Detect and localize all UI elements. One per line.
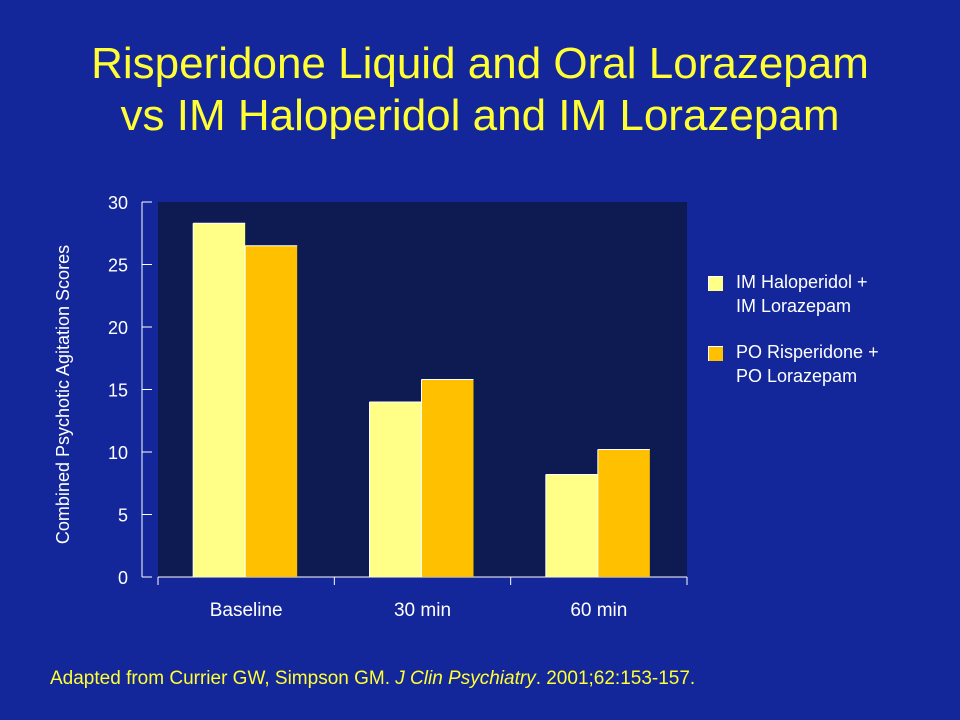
y-axis-label: Combined Psychotic Agitation Scores (53, 245, 73, 544)
y-tick-label: 10 (108, 443, 128, 463)
bar-risperidone (245, 245, 298, 577)
bar-haloperidol (193, 223, 246, 577)
y-tick-label: 0 (118, 568, 128, 588)
bar-haloperidol (545, 474, 598, 577)
title-line-1: Risperidone Liquid and Oral Lorazepam (91, 39, 869, 88)
legend-swatch-risperidone (708, 346, 723, 361)
slide-title: Risperidone Liquid and Oral Lorazepam vs… (0, 38, 960, 142)
y-tick-label: 30 (108, 193, 128, 213)
bar-haloperidol (369, 402, 422, 577)
legend-item-haloperidol: IM Haloperidol + IM Lorazepam (708, 270, 879, 318)
title-line-2: vs IM Haloperidol and IM Lorazepam (120, 91, 840, 140)
bar-risperidone (597, 449, 650, 577)
citation-details: . 2001;62:153-157. (535, 668, 696, 689)
x-category-label: Baseline (210, 600, 283, 621)
citation-authors: Adapted from Currier GW, Simpson GM. (50, 668, 396, 689)
chart-legend: IM Haloperidol + IM Lorazepam PO Risperi… (708, 270, 879, 410)
citation-journal: J Clin Psychiatry (395, 668, 536, 689)
y-tick-label: 20 (108, 318, 128, 338)
legend-label-haloperidol: IM Haloperidol + IM Lorazepam (736, 272, 868, 316)
y-tick-label: 15 (108, 381, 128, 401)
y-tick-label: 25 (108, 256, 128, 276)
bar-risperidone (421, 379, 474, 577)
legend-item-risperidone: PO Risperidone + PO Lorazepam (708, 340, 879, 388)
legend-label-risperidone: PO Risperidone + PO Lorazepam (736, 342, 879, 386)
y-tick-label: 5 (118, 506, 128, 526)
x-category-label: 60 min (570, 600, 627, 621)
source-citation: Adapted from Currier GW, Simpson GM. J C… (50, 668, 695, 690)
legend-swatch-haloperidol (708, 276, 723, 291)
x-category-label: 30 min (394, 600, 451, 621)
